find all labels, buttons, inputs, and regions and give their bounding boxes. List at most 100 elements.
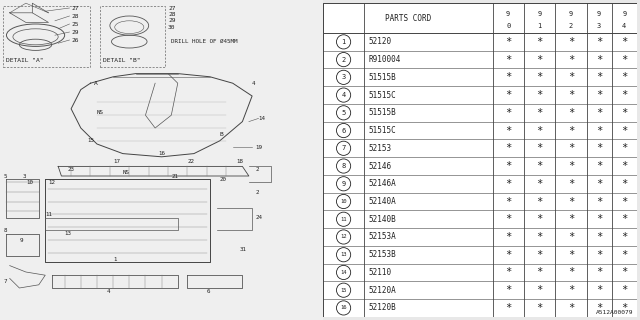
Text: 2: 2 xyxy=(255,167,259,172)
Text: 24: 24 xyxy=(255,215,262,220)
Text: *: * xyxy=(596,303,602,313)
Text: *: * xyxy=(536,72,543,82)
Text: *: * xyxy=(596,143,602,153)
Text: *: * xyxy=(505,72,511,82)
Text: 13: 13 xyxy=(65,231,72,236)
Text: *: * xyxy=(568,196,574,206)
Text: 14: 14 xyxy=(259,116,266,121)
Text: *: * xyxy=(596,55,602,65)
Text: 1: 1 xyxy=(342,39,346,45)
Text: 28: 28 xyxy=(168,12,175,17)
Text: 4: 4 xyxy=(107,289,110,294)
Text: 52120: 52120 xyxy=(369,37,392,46)
Text: *: * xyxy=(505,161,511,171)
Text: *: * xyxy=(621,214,627,224)
Text: 3: 3 xyxy=(342,74,346,80)
Text: *: * xyxy=(568,285,574,295)
Text: *: * xyxy=(505,37,511,47)
Text: 2: 2 xyxy=(342,57,346,63)
Text: *: * xyxy=(505,285,511,295)
Text: 52146A: 52146A xyxy=(369,179,396,188)
Text: *: * xyxy=(596,72,602,82)
Text: *: * xyxy=(505,250,511,260)
Bar xyxy=(323,3,637,33)
Text: 51515B: 51515B xyxy=(369,108,396,117)
Text: 5: 5 xyxy=(3,173,7,179)
Text: *: * xyxy=(596,285,602,295)
Text: 9: 9 xyxy=(19,237,23,243)
Text: *: * xyxy=(505,125,511,136)
Text: *: * xyxy=(621,179,627,189)
Text: 4: 4 xyxy=(342,92,346,98)
Text: *: * xyxy=(505,179,511,189)
Text: *: * xyxy=(568,232,574,242)
Text: *: * xyxy=(505,303,511,313)
Text: *: * xyxy=(596,214,602,224)
Text: R910004: R910004 xyxy=(369,55,401,64)
Text: *: * xyxy=(536,179,543,189)
Text: *: * xyxy=(621,196,627,206)
Text: 52153: 52153 xyxy=(369,144,392,153)
Text: *: * xyxy=(621,268,627,277)
Text: *: * xyxy=(536,268,543,277)
Text: 19: 19 xyxy=(255,145,262,150)
Text: *: * xyxy=(596,196,602,206)
Text: 13: 13 xyxy=(340,252,347,257)
Text: *: * xyxy=(536,161,543,171)
Text: *: * xyxy=(568,161,574,171)
Text: 28: 28 xyxy=(71,13,79,19)
Text: 6: 6 xyxy=(342,128,346,133)
Text: 12: 12 xyxy=(340,235,347,239)
Text: 31: 31 xyxy=(239,247,246,252)
Text: *: * xyxy=(505,196,511,206)
Text: 51515C: 51515C xyxy=(369,91,396,100)
Text: *: * xyxy=(505,232,511,242)
Text: *: * xyxy=(505,90,511,100)
Text: *: * xyxy=(536,125,543,136)
Text: 10: 10 xyxy=(340,199,347,204)
Text: 11: 11 xyxy=(340,217,347,222)
Text: *: * xyxy=(536,55,543,65)
Text: 2: 2 xyxy=(569,22,573,28)
Text: 16: 16 xyxy=(340,305,347,310)
Text: DETAIL "B": DETAIL "B" xyxy=(104,58,141,63)
Text: 52153A: 52153A xyxy=(369,232,396,242)
Text: *: * xyxy=(536,303,543,313)
Text: *: * xyxy=(568,108,574,118)
Text: 4: 4 xyxy=(622,22,627,28)
Text: *: * xyxy=(505,143,511,153)
Text: 9: 9 xyxy=(569,11,573,17)
Text: *: * xyxy=(568,143,574,153)
Text: *: * xyxy=(596,179,602,189)
Text: 30: 30 xyxy=(168,25,175,30)
Text: 6: 6 xyxy=(207,289,211,294)
Text: *: * xyxy=(621,285,627,295)
Text: 12: 12 xyxy=(49,180,56,185)
Text: 7: 7 xyxy=(3,279,7,284)
Text: 23: 23 xyxy=(68,167,75,172)
Text: *: * xyxy=(621,161,627,171)
Text: A512A00079: A512A00079 xyxy=(596,310,634,315)
Text: *: * xyxy=(621,72,627,82)
Text: DETAIL "A": DETAIL "A" xyxy=(6,58,44,63)
Text: 10: 10 xyxy=(26,180,33,185)
Text: 8: 8 xyxy=(342,163,346,169)
Text: 26: 26 xyxy=(71,37,79,43)
Text: 4: 4 xyxy=(252,81,255,86)
Text: *: * xyxy=(621,108,627,118)
Text: 16: 16 xyxy=(158,151,165,156)
Text: 9: 9 xyxy=(622,11,627,17)
Text: *: * xyxy=(568,37,574,47)
Text: *: * xyxy=(505,268,511,277)
Text: *: * xyxy=(536,285,543,295)
Text: B: B xyxy=(220,132,223,137)
Text: 27: 27 xyxy=(71,5,79,11)
Text: 21: 21 xyxy=(172,173,179,179)
Text: 27: 27 xyxy=(168,5,175,11)
Text: *: * xyxy=(536,143,543,153)
Text: 14: 14 xyxy=(340,270,347,275)
Text: *: * xyxy=(596,232,602,242)
Text: *: * xyxy=(621,303,627,313)
Text: 51515C: 51515C xyxy=(369,126,396,135)
Text: 52120B: 52120B xyxy=(369,303,396,312)
